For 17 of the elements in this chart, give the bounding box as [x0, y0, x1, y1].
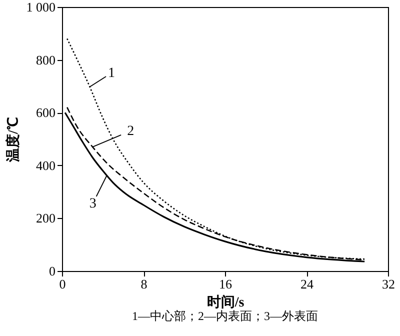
annotation: 1	[108, 66, 116, 81]
y-tick-label: 1 000	[26, 0, 56, 14]
y-axis-title: 温度/℃	[4, 117, 22, 163]
y-tick-label: 600	[36, 105, 56, 120]
y-tick-label: 200	[36, 210, 56, 226]
x-tick-label: 8	[140, 276, 148, 292]
annotation: 2	[127, 124, 134, 139]
y-tick-label: 400	[36, 158, 56, 173]
x-tick-label: 16	[219, 276, 232, 292]
text: 1—中心部；2—内表面；3—外表面	[132, 309, 318, 323]
y-tick-label: 0	[49, 264, 56, 278]
annotation: 3	[89, 196, 96, 212]
x-tick-label: 0	[59, 276, 66, 292]
x-axis-title: 时间/s	[206, 294, 245, 310]
x-tick-label: 24	[300, 276, 314, 292]
y-tick-label: 800	[36, 52, 56, 68]
x-tick-label: 32	[382, 276, 395, 292]
